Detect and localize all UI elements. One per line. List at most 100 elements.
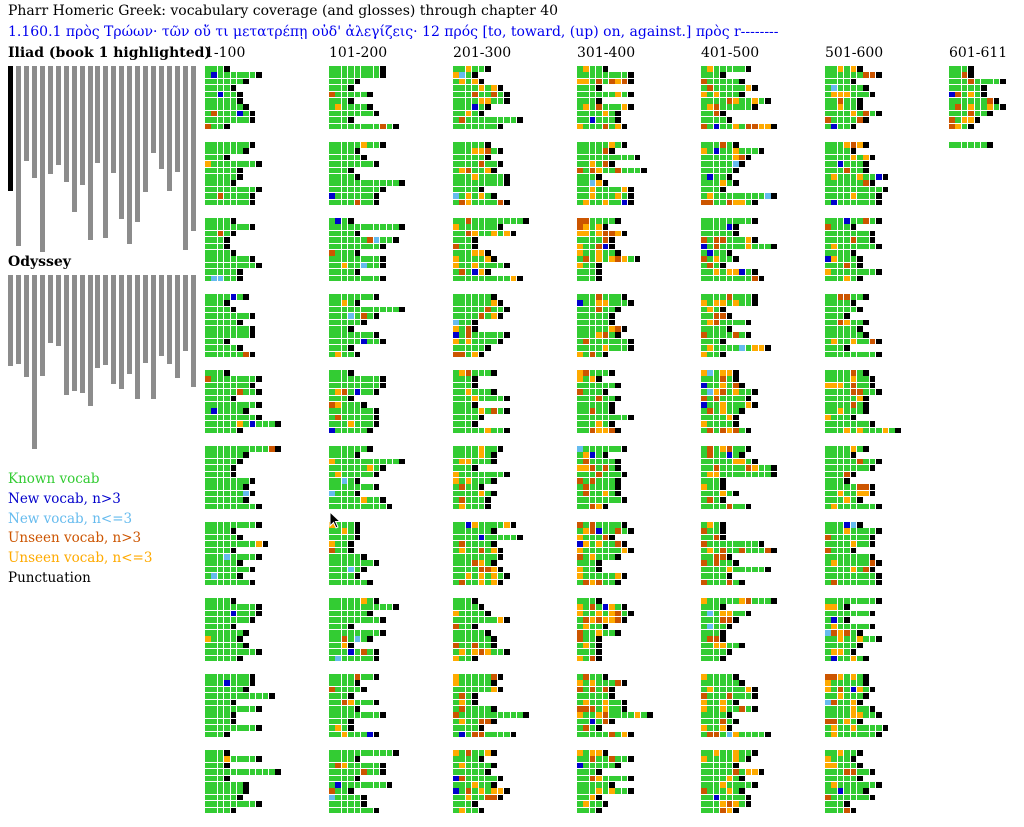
word-square[interactable] [701, 262, 707, 269]
word-square[interactable] [752, 781, 758, 788]
word-square[interactable] [831, 725, 837, 731]
word-square[interactable] [825, 66, 831, 72]
word-square[interactable] [726, 794, 733, 801]
word-square[interactable] [354, 306, 361, 313]
word-square[interactable] [713, 306, 720, 313]
word-square[interactable] [236, 186, 243, 193]
verse-line[interactable] [701, 351, 771, 358]
word-square[interactable] [589, 446, 596, 452]
word-square[interactable] [335, 649, 341, 655]
word-square[interactable] [256, 414, 262, 421]
word-square[interactable] [831, 269, 837, 275]
word-square[interactable] [211, 541, 217, 547]
verse-line[interactable] [701, 167, 778, 174]
word-square[interactable] [850, 66, 857, 72]
word-square[interactable] [217, 154, 224, 161]
word-square[interactable] [713, 471, 720, 478]
word-square[interactable] [621, 345, 628, 351]
word-square[interactable] [354, 237, 361, 243]
verse-line[interactable] [453, 522, 523, 528]
verse-line[interactable] [577, 351, 635, 358]
word-square[interactable] [752, 148, 758, 154]
word-square[interactable] [589, 154, 596, 161]
word-square[interactable] [236, 452, 243, 458]
word-square[interactable] [230, 110, 237, 117]
word-square[interactable] [236, 382, 243, 389]
verse-line[interactable] [701, 230, 778, 237]
word-square[interactable] [354, 579, 361, 586]
word-square[interactable] [726, 117, 733, 123]
word-square[interactable] [243, 725, 249, 731]
word-square[interactable] [596, 750, 602, 756]
word-square[interactable] [739, 382, 745, 389]
word-square[interactable] [329, 484, 335, 490]
word-square[interactable] [720, 566, 726, 573]
word-square[interactable] [720, 230, 726, 237]
word-square[interactable] [596, 497, 602, 503]
word-square[interactable] [726, 161, 733, 167]
word-square[interactable] [837, 186, 844, 193]
word-square[interactable] [367, 484, 373, 490]
word-square[interactable] [726, 218, 733, 224]
word-square[interactable] [825, 218, 831, 224]
word-square[interactable] [224, 408, 230, 414]
word-square[interactable] [230, 604, 237, 610]
word-square[interactable] [478, 725, 485, 731]
word-square[interactable] [360, 560, 367, 566]
word-square[interactable] [825, 655, 831, 662]
verse-line[interactable] [701, 541, 778, 547]
word-square[interactable] [869, 458, 876, 465]
word-square[interactable] [243, 503, 249, 510]
word-square[interactable] [348, 686, 354, 693]
word-square[interactable] [472, 370, 478, 376]
word-square[interactable] [224, 497, 230, 503]
word-square[interactable] [491, 161, 497, 167]
word-square[interactable] [856, 566, 863, 573]
word-square[interactable] [577, 610, 583, 617]
word-square[interactable] [249, 117, 256, 123]
word-square[interactable] [249, 142, 256, 148]
word-square[interactable] [596, 332, 602, 338]
word-square[interactable] [707, 199, 713, 206]
word-square[interactable] [850, 269, 857, 275]
word-square[interactable] [837, 617, 844, 623]
word-square[interactable] [453, 452, 459, 458]
verse-line[interactable] [329, 553, 380, 560]
word-square[interactable] [335, 623, 341, 630]
verse-line[interactable] [329, 199, 406, 206]
word-square[interactable] [341, 269, 348, 275]
book-bar-22[interactable] [174, 66, 180, 172]
word-square[interactable] [335, 484, 341, 490]
word-square[interactable] [472, 807, 478, 814]
word-square[interactable] [621, 522, 628, 528]
verse-line[interactable] [453, 686, 530, 693]
verse-line[interactable] [329, 699, 387, 706]
verse-line[interactable] [205, 249, 263, 256]
word-square[interactable] [726, 275, 733, 282]
word-square[interactable] [453, 788, 459, 794]
word-square[interactable] [869, 725, 876, 731]
word-square[interactable] [380, 237, 386, 243]
word-square[interactable] [577, 300, 583, 306]
verse-line[interactable] [701, 725, 771, 731]
word-square[interactable] [701, 269, 707, 275]
word-square[interactable] [608, 788, 615, 794]
word-square[interactable] [224, 249, 230, 256]
word-square[interactable] [217, 497, 224, 503]
word-square[interactable] [863, 167, 869, 174]
word-square[interactable] [720, 560, 726, 566]
verse-line[interactable] [577, 762, 635, 769]
verse-line[interactable] [329, 610, 399, 617]
word-square[interactable] [831, 401, 837, 408]
word-square[interactable] [856, 408, 863, 414]
word-square[interactable] [608, 421, 615, 427]
word-square[interactable] [720, 389, 726, 395]
word-square[interactable] [764, 97, 771, 104]
word-square[interactable] [459, 78, 465, 85]
word-square[interactable] [602, 477, 609, 484]
word-square[interactable] [380, 275, 386, 282]
word-square[interactable] [478, 629, 485, 636]
word-square[interactable] [478, 477, 485, 484]
word-square[interactable] [497, 579, 504, 586]
word-square[interactable] [739, 269, 745, 275]
